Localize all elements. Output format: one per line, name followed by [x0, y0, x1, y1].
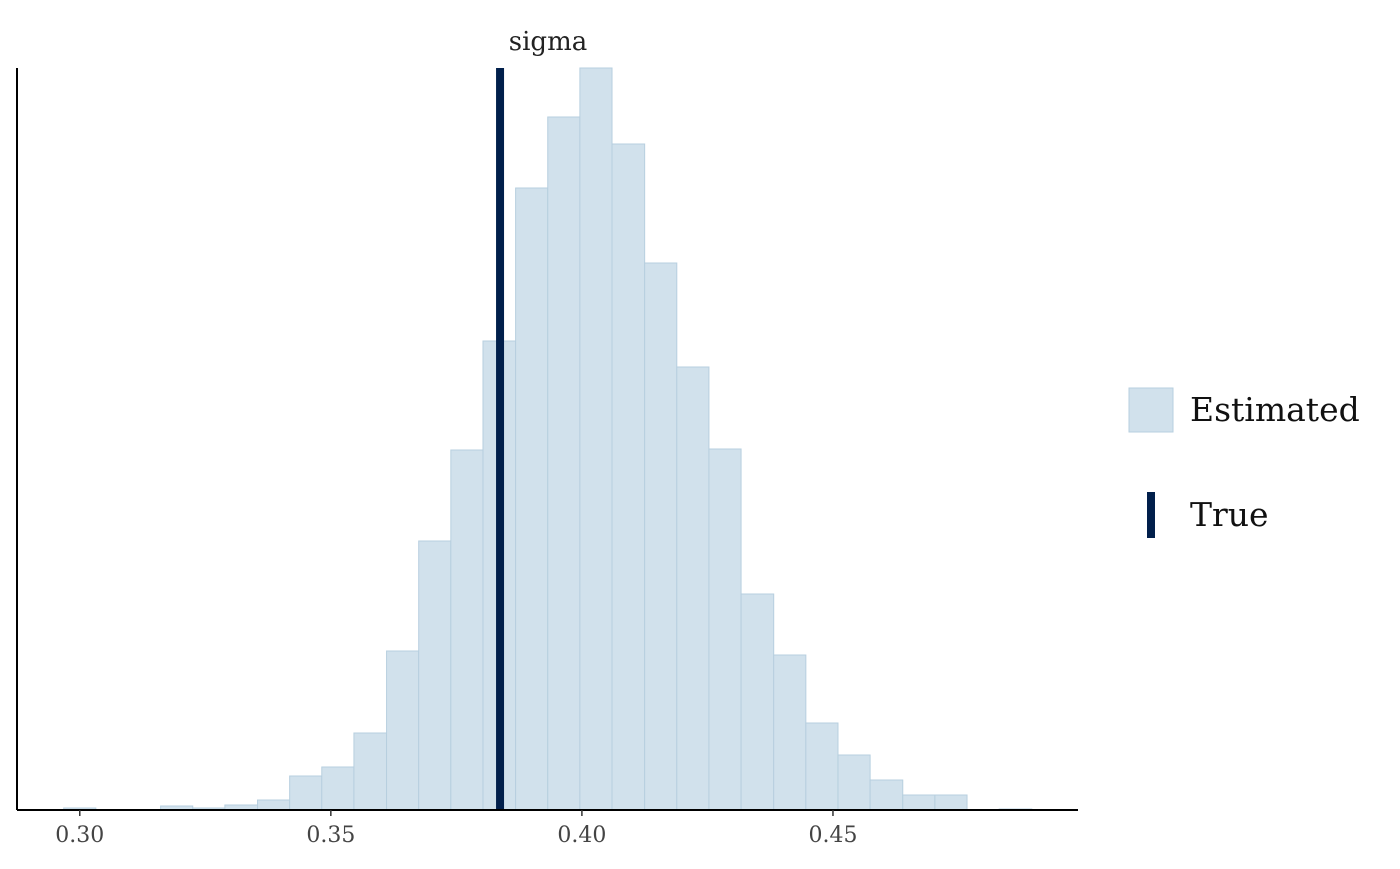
bar [386, 650, 420, 811]
bar [515, 187, 549, 811]
bar [676, 366, 710, 811]
bar [289, 775, 323, 811]
bar [579, 67, 613, 811]
bar [450, 449, 484, 811]
bar [740, 593, 775, 811]
bar [708, 448, 742, 811]
chart-title: sigma [509, 27, 587, 57]
x-tick-label: 0.30 [55, 823, 104, 848]
bar [837, 754, 871, 811]
legend-label: True [1190, 495, 1269, 534]
bar [321, 766, 355, 811]
bar [353, 732, 388, 811]
bar [934, 794, 968, 811]
bar [547, 116, 581, 811]
legend-swatch [1128, 387, 1174, 433]
legend-label: Estimated [1190, 390, 1360, 429]
x-tick-label: 0.45 [808, 823, 857, 848]
bar [257, 799, 291, 811]
bar [805, 722, 839, 811]
x-tick-label: 0.35 [306, 823, 355, 848]
x-tick-label: 0.40 [557, 823, 606, 848]
bar [644, 262, 678, 811]
bar [869, 779, 904, 811]
bar [611, 143, 646, 811]
bar [902, 794, 936, 811]
bar [418, 540, 452, 811]
bar [773, 654, 807, 811]
